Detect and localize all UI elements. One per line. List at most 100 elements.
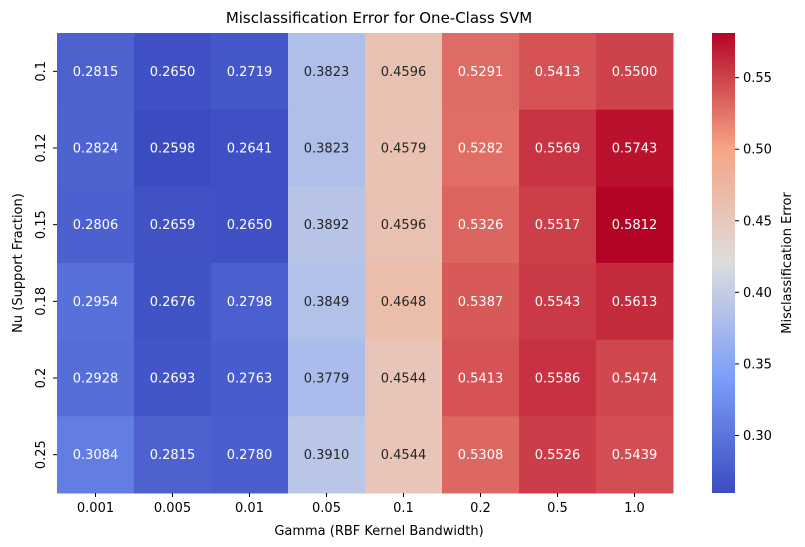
x-tick-label: 0.05 bbox=[312, 501, 341, 516]
heatmap-cell bbox=[365, 416, 443, 494]
x-tick-label: 0.01 bbox=[235, 501, 264, 516]
heatmap-cell bbox=[519, 416, 597, 494]
heatmap-cell bbox=[57, 339, 135, 417]
heatmap-cell bbox=[442, 339, 520, 417]
cell-value-label: 0.2763 bbox=[227, 372, 273, 387]
heatmap-cell bbox=[442, 186, 520, 264]
colorbar-tick-label: 0.45 bbox=[743, 214, 772, 229]
colorbar: 0.30 0.35 0.40 0.45 0.50 0.55 bbox=[712, 33, 772, 493]
cell-value-label: 0.2650 bbox=[227, 218, 273, 233]
heatmap-cell bbox=[365, 339, 443, 417]
heatmap-cell bbox=[57, 416, 135, 494]
heatmap-cell bbox=[288, 33, 366, 111]
cell-value-label: 0.3823 bbox=[304, 142, 350, 157]
cell-value-label: 0.4544 bbox=[381, 448, 427, 463]
heatmap-cells: 0.2815 0.2650 0.2719 0.3823 0.4596 0.5291 0.54… bbox=[57, 33, 674, 494]
cell-value-label: 0.5326 bbox=[458, 218, 504, 233]
colorbar-label: Misclassification Error bbox=[780, 192, 795, 334]
cell-value-label: 0.2815 bbox=[73, 65, 119, 80]
colorbar-tick-label: 0.30 bbox=[743, 429, 772, 444]
cell-value-label: 0.2798 bbox=[227, 295, 273, 310]
cell-value-label: 0.2659 bbox=[150, 218, 196, 233]
heatmap-cell bbox=[365, 109, 443, 187]
heatmap-cell bbox=[596, 109, 674, 187]
x-tick-label: 0.005 bbox=[154, 501, 191, 516]
x-tick-labels: 0.001 0.005 0.01 0.05 0.1 0.2 0.5 1.0 bbox=[77, 493, 645, 516]
colorbar-tick-label: 0.55 bbox=[743, 71, 772, 86]
heatmap-cell bbox=[57, 109, 135, 187]
y-tick-label: 0.2 bbox=[34, 368, 49, 389]
heatmap-cell bbox=[57, 263, 135, 341]
cell-value-label: 0.5308 bbox=[458, 448, 504, 463]
heatmap-cell bbox=[365, 263, 443, 341]
heatmap-cell bbox=[134, 263, 212, 341]
cell-value-label: 0.5526 bbox=[535, 448, 581, 463]
y-tick-labels: 0.1 0.12 0.15 0.18 0.2 0.25 bbox=[34, 61, 57, 469]
heatmap-cell bbox=[596, 33, 674, 111]
x-axis-label: Gamma (RBF Kernel Bandwidth) bbox=[274, 524, 483, 539]
heatmap-cell bbox=[134, 109, 212, 187]
heatmap-cell bbox=[134, 339, 212, 417]
cell-value-label: 0.5517 bbox=[535, 218, 581, 233]
cell-value-label: 0.5474 bbox=[612, 372, 658, 387]
cell-value-label: 0.3084 bbox=[73, 448, 119, 463]
cell-value-label: 0.5282 bbox=[458, 142, 504, 157]
x-tick-label: 0.001 bbox=[77, 501, 114, 516]
cell-value-label: 0.3910 bbox=[304, 448, 350, 463]
x-tick-label: 0.1 bbox=[393, 501, 414, 516]
cell-value-label: 0.5387 bbox=[458, 295, 504, 310]
cell-value-label: 0.5812 bbox=[612, 218, 658, 233]
heatmap-cell bbox=[211, 339, 289, 417]
heatmap-cell bbox=[442, 33, 520, 111]
cell-value-label: 0.5613 bbox=[612, 295, 658, 310]
cell-value-label: 0.2650 bbox=[150, 65, 196, 80]
cell-value-label: 0.2780 bbox=[227, 448, 273, 463]
heatmap-cell bbox=[519, 186, 597, 264]
cell-value-label: 0.3779 bbox=[304, 372, 350, 387]
colorbar-tick-label: 0.40 bbox=[743, 286, 772, 301]
cell-value-label: 0.2693 bbox=[150, 372, 196, 387]
cell-value-label: 0.2641 bbox=[227, 142, 273, 157]
heatmap-cell bbox=[519, 33, 597, 111]
cell-value-label: 0.5743 bbox=[612, 142, 658, 157]
heatmap-cell bbox=[596, 263, 674, 341]
cell-value-label: 0.2815 bbox=[150, 448, 196, 463]
cell-value-label: 0.5543 bbox=[535, 295, 581, 310]
cell-value-label: 0.2954 bbox=[73, 295, 119, 310]
colorbar-tick-label: 0.50 bbox=[743, 143, 772, 158]
cell-value-label: 0.5291 bbox=[458, 65, 504, 80]
heatmap-cell bbox=[288, 186, 366, 264]
heatmap-cell bbox=[211, 263, 289, 341]
heatmap-cell bbox=[211, 416, 289, 494]
colorbar-gradient bbox=[712, 33, 735, 493]
cell-value-label: 0.5413 bbox=[535, 65, 581, 80]
heatmap-cell bbox=[288, 109, 366, 187]
heatmap-cell bbox=[596, 186, 674, 264]
cell-value-label: 0.5569 bbox=[535, 142, 581, 157]
x-tick-label: 0.2 bbox=[470, 501, 491, 516]
heatmap-cell bbox=[211, 33, 289, 111]
cell-value-label: 0.5500 bbox=[612, 65, 658, 80]
heatmap-cell bbox=[211, 109, 289, 187]
heatmap-cell bbox=[288, 263, 366, 341]
heatmap-cell bbox=[57, 33, 135, 111]
y-axis-label: Nu (Support Fraction) bbox=[11, 193, 26, 333]
cell-value-label: 0.3823 bbox=[304, 65, 350, 80]
colorbar-tick-label: 0.35 bbox=[743, 357, 772, 372]
x-tick-label: 0.5 bbox=[547, 501, 568, 516]
heatmap-cell bbox=[365, 186, 443, 264]
y-tick-label: 0.18 bbox=[34, 287, 49, 316]
cell-value-label: 0.5439 bbox=[612, 448, 658, 463]
cell-value-label: 0.2598 bbox=[150, 142, 196, 157]
cell-value-label: 0.4579 bbox=[381, 142, 427, 157]
heatmap-cell bbox=[134, 186, 212, 264]
x-tick-label: 1.0 bbox=[624, 501, 645, 516]
heatmap-cell bbox=[519, 263, 597, 341]
cell-value-label: 0.5586 bbox=[535, 372, 581, 387]
heatmap-cell bbox=[288, 339, 366, 417]
cell-value-label: 0.2676 bbox=[150, 295, 196, 310]
heatmap-cell bbox=[519, 339, 597, 417]
cell-value-label: 0.4544 bbox=[381, 372, 427, 387]
cell-value-label: 0.2928 bbox=[73, 372, 119, 387]
heatmap-cell bbox=[442, 416, 520, 494]
